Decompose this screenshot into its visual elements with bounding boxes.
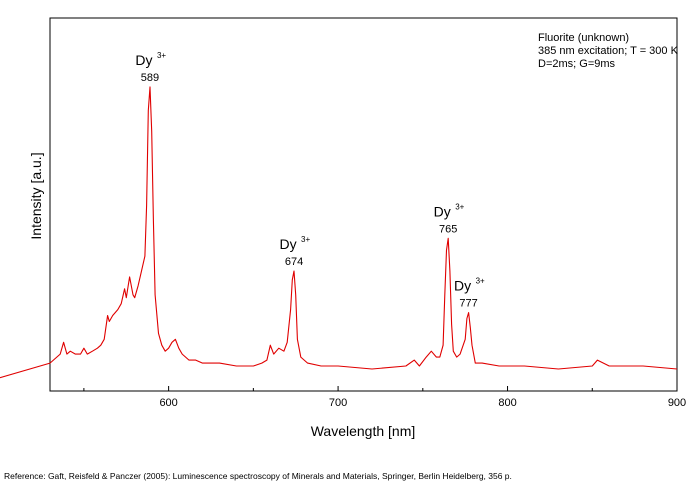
x-axis-title: Wavelength [nm]: [311, 423, 416, 439]
peak-wavelength-label: 674: [285, 256, 303, 268]
plot-frame: [49, 17, 678, 392]
peak-label: Dy 3+ 777: [454, 277, 485, 310]
peak-ion-label: Dy: [135, 52, 152, 68]
peak-charge-label: 3+: [476, 277, 485, 286]
peak-labels: Dy 3+ 589 Dy 3+ 674 Dy 3+ 765 Dy 3+ 777: [135, 51, 485, 310]
peak-wavelength-label: 777: [459, 298, 477, 310]
series-layer: [0, 86, 678, 379]
reference-citation: Reference: Gaft, Reisfeld & Panczer (200…: [4, 471, 512, 481]
y-axis-title: Intensity [a.u.]: [28, 152, 44, 239]
annotation-line: D=2ms; G=9ms: [538, 58, 616, 70]
peak-label: Dy 3+ 589: [135, 51, 166, 84]
peak-ion-label: Dy: [454, 278, 471, 294]
annotation-line: Fluorite (unknown): [538, 32, 629, 44]
peak-charge-label: 3+: [301, 235, 310, 244]
peak-charge-label: 3+: [157, 51, 166, 60]
spectrum-line: [0, 86, 678, 379]
annotation-line: 385 nm excitation; T = 300 K: [538, 45, 679, 57]
peak-wavelength-label: 589: [141, 72, 159, 84]
peak-charge-label: 3+: [455, 202, 464, 211]
peak-ion-label: Dy: [279, 236, 296, 252]
peak-label: Dy 3+ 765: [434, 202, 465, 235]
x-tick-label: 700: [329, 397, 347, 409]
peak-wavelength-label: 765: [439, 223, 457, 235]
x-tick-label: 800: [498, 397, 516, 409]
x-tick-label: 900: [668, 397, 686, 409]
x-tick-label: 600: [159, 397, 177, 409]
peak-ion-label: Dy: [434, 203, 451, 219]
x-axis: 600 700 800 900: [83, 386, 686, 409]
info-annotation: Fluorite (unknown)385 nm excitation; T =…: [538, 32, 679, 70]
peak-label: Dy 3+ 674: [279, 235, 310, 268]
